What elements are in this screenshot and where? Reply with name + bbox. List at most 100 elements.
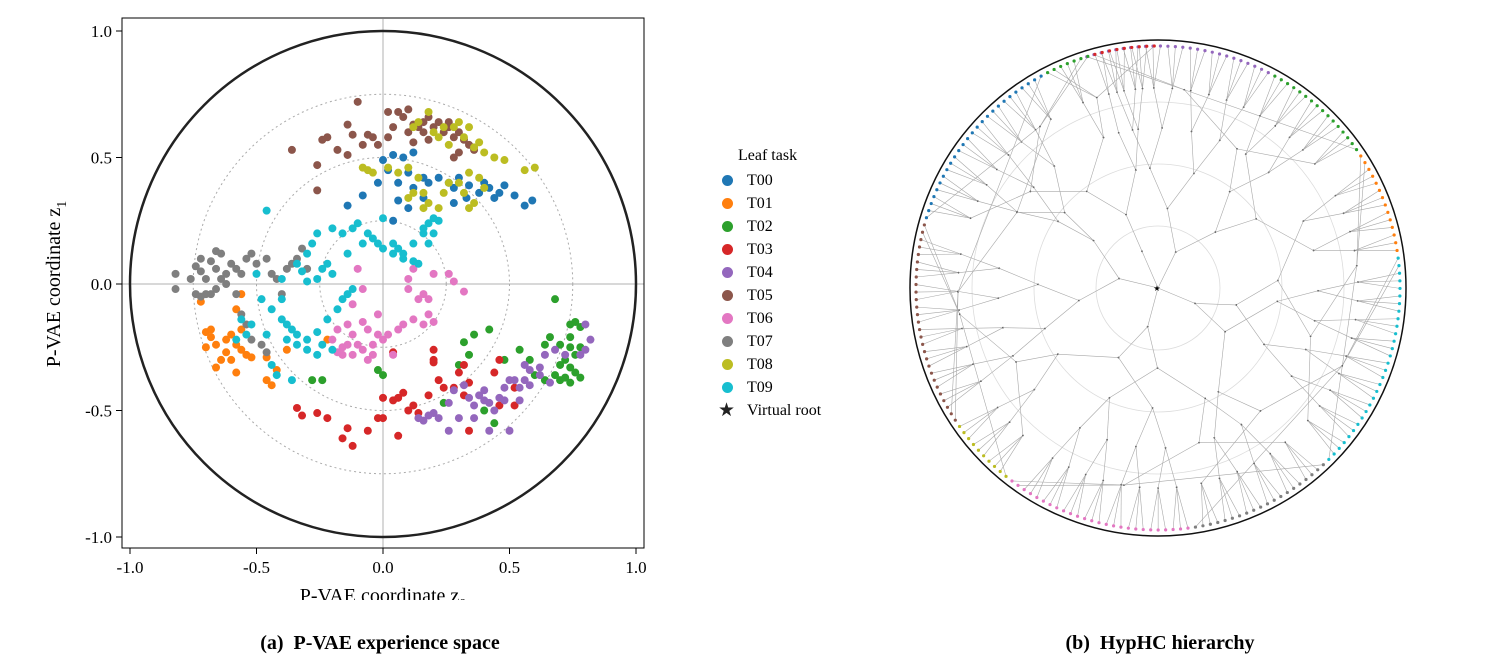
tree-inner-node <box>1236 147 1238 150</box>
tree-branch <box>977 200 1018 213</box>
leaf-node <box>998 469 1002 474</box>
leaf-node <box>1239 59 1243 63</box>
tree-branches <box>915 45 1401 531</box>
leaf-node <box>915 267 919 272</box>
point-t02 <box>556 340 565 349</box>
point-t04 <box>454 414 463 423</box>
point-t01 <box>201 343 210 352</box>
leaf-node <box>1316 468 1320 472</box>
leaf-node <box>1016 483 1020 487</box>
x-axis-label: P-VAE coordinate z​0 <box>300 585 467 600</box>
point-t02 <box>515 345 524 354</box>
tree-branch <box>1317 290 1358 302</box>
point-t04 <box>444 426 453 435</box>
leaf-node <box>1237 514 1242 518</box>
point-t04 <box>520 376 529 385</box>
tree-branch <box>916 272 959 278</box>
point-t09 <box>298 267 307 276</box>
point-t07 <box>222 269 231 278</box>
point-t03 <box>404 406 413 415</box>
caption-b-title: HypHC hierarchy <box>1099 632 1255 654</box>
leaf-node <box>1332 452 1336 456</box>
leaf-node <box>921 342 925 346</box>
tree-branch <box>970 191 1031 219</box>
tree-branch <box>1115 49 1118 93</box>
tree-branch <box>926 126 1041 218</box>
tree-inner-node <box>1134 88 1137 91</box>
point-t05 <box>368 133 377 142</box>
tree-branch <box>916 291 959 293</box>
guide-lines <box>122 19 644 549</box>
leaf-node <box>1272 498 1276 502</box>
point-t00 <box>495 188 504 197</box>
tree-branch <box>1119 278 1159 289</box>
tree-branch <box>1190 49 1198 91</box>
point-t07 <box>262 348 271 357</box>
leaf-node <box>1375 389 1379 394</box>
leaf-node <box>1292 486 1296 490</box>
point-t04 <box>581 320 590 329</box>
tree-branch <box>1200 483 1211 525</box>
legend-label: T00 <box>747 171 773 189</box>
leaf-node <box>1374 181 1378 185</box>
scatter-points <box>171 97 595 450</box>
tree-branch <box>1085 439 1108 475</box>
point-t04 <box>551 345 560 354</box>
tree-branch <box>1356 155 1362 266</box>
tree-branch <box>1153 87 1163 129</box>
tree-branch <box>1141 251 1159 289</box>
tree-branch <box>1214 437 1238 472</box>
point-t09 <box>267 305 276 314</box>
point-t00 <box>475 188 484 197</box>
leaf-node <box>914 298 918 302</box>
tree-branch <box>1219 478 1226 521</box>
point-t08 <box>424 107 433 116</box>
tree-branch <box>1224 301 1278 332</box>
tree-branch <box>1176 487 1181 529</box>
tree-branch <box>1245 154 1257 219</box>
leaf-node <box>1351 428 1356 433</box>
leaf-node <box>1360 416 1364 420</box>
tree-branch <box>1226 63 1249 101</box>
leaf-node <box>1396 317 1400 321</box>
leaf-node <box>1397 271 1402 275</box>
tree-branch <box>947 380 982 408</box>
leaf-node <box>1111 524 1116 528</box>
tree-branch <box>1335 169 1370 196</box>
tree-branch <box>1245 115 1261 155</box>
tree-inner-node <box>957 271 960 274</box>
point-t09 <box>282 320 291 329</box>
point-t09 <box>328 345 337 354</box>
tree-branch <box>980 355 1014 382</box>
leaf-node <box>1079 57 1083 61</box>
point-t09 <box>343 249 352 258</box>
tree-branch <box>1193 140 1220 174</box>
tree-branch <box>1219 478 1240 516</box>
point-t06 <box>343 340 352 349</box>
leaf-node <box>1059 64 1063 69</box>
point-t07 <box>247 249 256 258</box>
point-t06 <box>358 285 367 294</box>
legend-entry: ★ Virtual root <box>718 399 848 422</box>
legend-entry: T03 <box>718 238 848 261</box>
point-t03 <box>363 426 372 435</box>
y-axis-label: P-VAE coordinate z1 <box>43 201 70 368</box>
tree-branch <box>1236 148 1315 165</box>
leaf-node <box>927 364 931 368</box>
point-t09 <box>434 216 443 225</box>
tree-branch <box>1137 88 1143 130</box>
tree-branch <box>1218 391 1261 412</box>
point-t08 <box>465 168 474 177</box>
tree-branch <box>1289 105 1318 138</box>
legend-label: T09 <box>747 378 773 396</box>
tree-branch <box>1058 221 1094 241</box>
point-t04 <box>465 393 474 402</box>
point-t03 <box>338 434 347 443</box>
point-t08 <box>424 199 433 208</box>
point-t06 <box>409 315 418 324</box>
point-t05 <box>419 128 428 137</box>
tree-branch <box>1139 487 1144 530</box>
leaf-node <box>953 155 957 159</box>
leaf-node <box>971 442 976 447</box>
tree-branch <box>1149 168 1168 209</box>
